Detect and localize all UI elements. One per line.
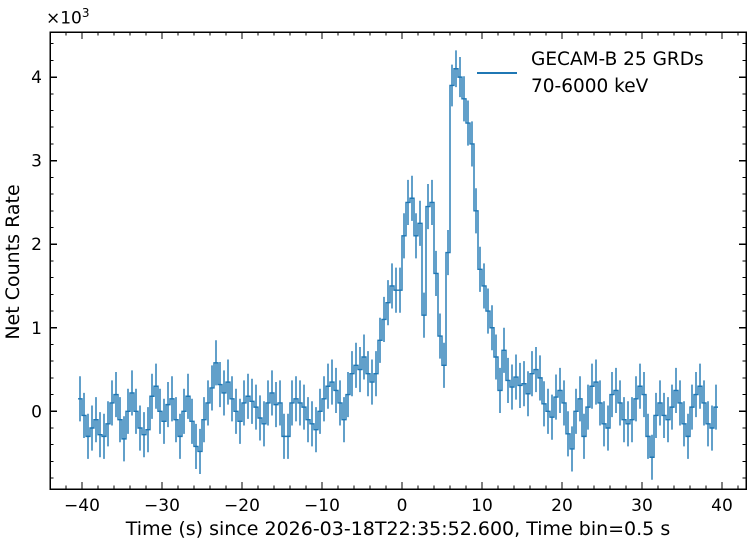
y-tick-label: 4 <box>31 68 42 88</box>
step-light-curve <box>78 68 718 458</box>
legend: GECAM-B 25 GRDs 70-6000 keV <box>463 46 704 100</box>
x-tick-label: −40 <box>64 496 100 516</box>
x-tick-label: 0 <box>397 496 408 516</box>
x-tick-label: −10 <box>304 496 340 516</box>
offset-exponent: 3 <box>81 6 90 20</box>
y-axis-offset-text: ×103 <box>46 6 90 29</box>
legend-label-line2: 70-6000 keV <box>531 76 649 97</box>
x-axis-label: Time (s) since 2026-03-18T22:35:52.600, … <box>125 518 671 540</box>
legend-label-line1: GECAM-B 25 GRDs <box>531 49 704 70</box>
x-tick-label: 40 <box>711 496 733 516</box>
y-tick-label: 3 <box>31 152 42 172</box>
x-tick-label: 10 <box>471 496 493 516</box>
y-axis-label: Net Counts Rate <box>2 184 24 340</box>
x-tick-label: −20 <box>224 496 260 516</box>
x-tick-label: −30 <box>144 496 180 516</box>
y-tick-label: 1 <box>31 319 42 339</box>
legend-label: GECAM-B 25 GRDs 70-6000 keV <box>531 46 704 100</box>
offset-base: ×10 <box>46 8 82 29</box>
x-tick-label: 30 <box>631 496 653 516</box>
legend-line-sample <box>477 72 517 74</box>
y-tick-label: 0 <box>31 402 42 422</box>
x-tick-label: 20 <box>551 496 573 516</box>
y-tick-label: 2 <box>31 235 42 255</box>
